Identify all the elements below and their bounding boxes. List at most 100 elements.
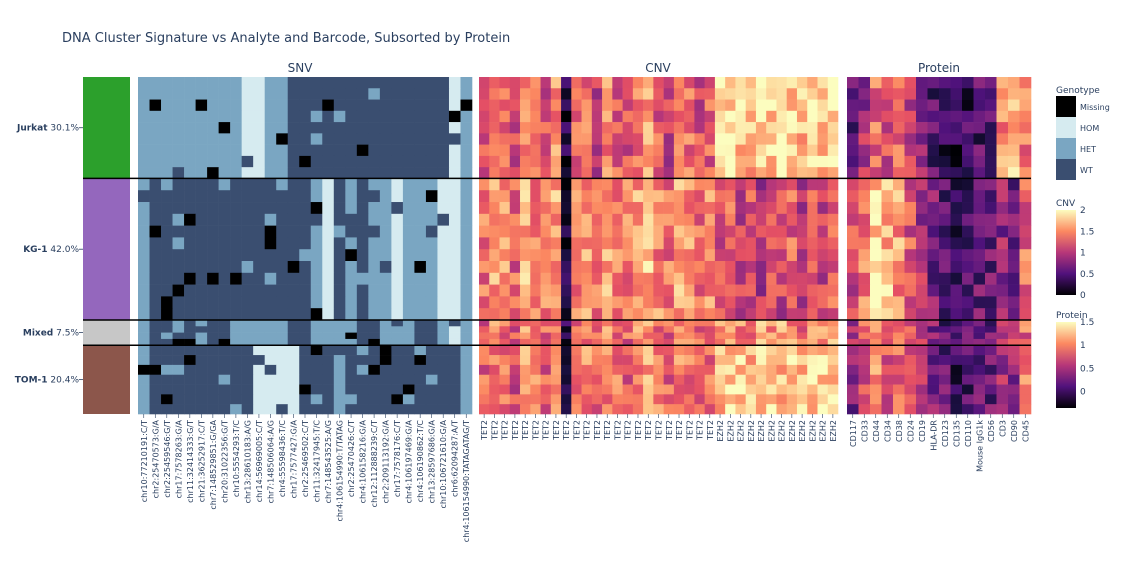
heatmap-cell [391,167,404,179]
heatmap-cell [172,332,185,340]
heatmap-cell [673,77,685,89]
heatmap-cell [345,394,358,405]
heatmap-cell [643,345,654,356]
heatmap-cell [755,364,767,376]
heatmap-cell [591,374,603,385]
heatmap-cell [870,345,882,356]
heatmap-cell [402,213,415,226]
heatmap-cell [310,249,323,262]
heatmap-cell [368,338,381,346]
heatmap-cell [973,272,986,285]
heatmap-cell [207,404,219,415]
heatmap-cell [1008,88,1020,100]
heatmap-cell [356,122,369,134]
heatmap-cell [540,261,552,274]
heatmap-cell [817,296,829,309]
heatmap-cell [996,190,1009,203]
heatmap-cell [714,296,726,309]
heatmap-cell [632,296,644,309]
heatmap-cell [253,374,265,385]
heatmap-cell [310,338,323,346]
heatmap-cell [622,326,634,333]
heatmap-cell [425,202,438,215]
column-label: TET2 [603,420,612,441]
heatmap-cell [827,364,839,376]
heatmap-cell [904,319,917,327]
heatmap-cell [287,364,300,376]
heatmap-cell [218,272,231,285]
heatmap-cell [950,319,963,327]
heatmap-cell [827,202,839,215]
column-label: chr17:7577427:G/A [289,419,298,498]
heatmap-cell [612,355,623,366]
heatmap-cell [881,332,894,340]
heatmap-cell [927,308,940,321]
heatmap-cell [663,284,675,297]
heatmap-cell [745,374,757,385]
heatmap-cell [287,326,300,333]
heatmap-cell [632,261,644,274]
heatmap-cell [950,296,963,309]
heatmap-cell [643,384,654,395]
heatmap-cell [755,237,767,250]
heatmap-cell [704,384,716,395]
heatmap-cell [448,374,461,385]
heatmap-cell [643,77,654,89]
heatmap-cell [161,178,173,191]
heatmap-cell [673,355,685,366]
heatmap-cell [725,88,736,100]
heatmap-cell [540,326,552,333]
heatmap-cell [950,345,963,356]
column-label: chr2:209113192:G/A [382,419,391,503]
genotype-label-het: HET [1080,145,1096,154]
heatmap-cell [663,394,675,405]
heatmap-cell [1008,319,1020,327]
heatmap-cell [489,338,500,346]
heatmap-cell [414,133,427,145]
heatmap-cell [725,394,736,405]
heatmap-cell [893,261,905,274]
heatmap-cell [207,110,219,123]
heatmap-cell [437,332,450,340]
heatmap-cell [356,133,369,145]
heatmap-cell [391,237,404,250]
heatmap-cell [1008,355,1020,366]
cluster-band-kg-1 [83,178,130,320]
heatmap-cell [276,272,289,285]
heatmap-cell [916,332,928,340]
heatmap-cell [632,332,644,340]
heatmap-cell [776,345,788,356]
heatmap-cell [218,374,231,385]
heatmap-cell [612,99,623,112]
heatmap-cell [540,284,552,297]
column-label: TET2 [634,420,643,441]
heatmap-cell [540,190,552,203]
heatmap-cell [561,202,572,215]
heatmap-cell [437,394,450,405]
heatmap-cell [847,237,859,250]
heatmap-cell [571,296,582,309]
heatmap-cell [870,249,882,262]
heatmap-cell [379,237,392,250]
heatmap-cell [904,249,917,262]
heatmap-cell [448,404,461,415]
heatmap-cell [520,355,531,366]
heatmap-cell [927,178,940,191]
heatmap-cell [673,338,685,346]
column-label: chr10:77210191:C/T [140,420,149,502]
heatmap-cell [195,213,208,226]
heatmap-cell [881,155,894,168]
column-label: CD3 [998,420,1007,437]
heatmap-cell [509,338,521,346]
heatmap-cell [218,88,231,100]
heatmap-cell [950,374,963,385]
heatmap-cell [195,319,208,327]
heatmap-cell [479,308,490,321]
heatmap-cell [939,384,951,395]
heatmap-cell [1008,364,1020,376]
heatmap-cell [591,237,603,250]
heatmap-cell [391,404,404,415]
heatmap-cell [858,122,871,134]
heatmap-cell [985,122,997,134]
heatmap-cell [322,332,335,340]
